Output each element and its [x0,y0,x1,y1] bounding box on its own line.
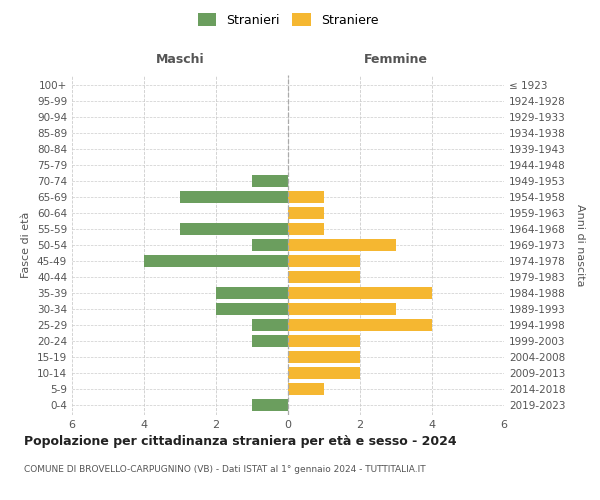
Text: Maschi: Maschi [155,53,205,66]
Text: Popolazione per cittadinanza straniera per età e sesso - 2024: Popolazione per cittadinanza straniera p… [24,435,457,448]
Bar [252,319,288,331]
Bar [144,255,288,267]
Bar [288,223,324,235]
Bar [288,207,324,219]
Bar [252,400,288,411]
Bar [180,223,288,235]
Bar [288,303,396,315]
Text: COMUNE DI BROVELLO-CARPUGNINO (VB) - Dati ISTAT al 1° gennaio 2024 - TUTTITALIA.: COMUNE DI BROVELLO-CARPUGNINO (VB) - Dat… [24,465,425,474]
Bar [180,191,288,203]
Bar [288,271,360,283]
Bar [288,351,360,364]
Bar [288,239,396,251]
Bar [288,319,432,331]
Bar [288,191,324,203]
Bar [288,384,324,396]
Text: Femmine: Femmine [364,53,428,66]
Bar [216,303,288,315]
Legend: Stranieri, Straniere: Stranieri, Straniere [197,13,379,27]
Bar [252,239,288,251]
Bar [216,287,288,299]
Bar [252,335,288,347]
Bar [288,368,360,380]
Bar [288,287,432,299]
Y-axis label: Anni di nascita: Anni di nascita [575,204,585,286]
Bar [288,335,360,347]
Bar [288,255,360,267]
Y-axis label: Fasce di età: Fasce di età [22,212,31,278]
Bar [252,175,288,187]
